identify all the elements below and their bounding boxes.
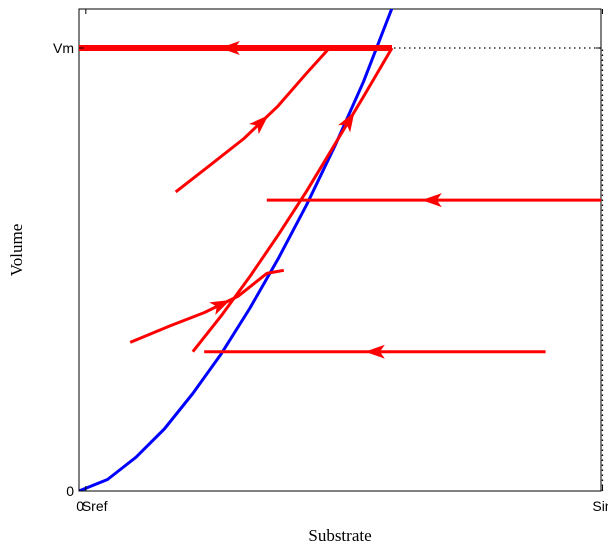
series-line-2 [191, 47, 394, 353]
series-lines [79, 9, 601, 491]
plot-frame [78, 8, 602, 492]
arrowhead-5 [364, 344, 385, 359]
series-line-6 [174, 46, 331, 194]
y-axis-title: Volume [7, 224, 26, 277]
arrowhead-7 [209, 299, 231, 315]
y-tick-label: 0 [66, 483, 74, 499]
reference-lines [79, 47, 604, 491]
x-tick-label: 0 [76, 498, 84, 514]
arrowhead-3 [219, 41, 240, 55]
x-tick-label: Sin [592, 498, 608, 514]
arrowhead-4 [421, 193, 442, 208]
series-line-1 [79, 9, 394, 491]
plot-area: 0SrefSin0Vm [53, 8, 608, 514]
y-tick-label: Vm [53, 40, 74, 56]
x-tick-label: Sref [82, 498, 108, 514]
x-axis-title: Substrate [308, 526, 371, 545]
arrowhead-6 [249, 115, 269, 135]
axis-ticks: 0SrefSin0Vm [53, 9, 608, 514]
arrowhead-main-curve [338, 111, 355, 133]
arrowheads [209, 41, 442, 359]
